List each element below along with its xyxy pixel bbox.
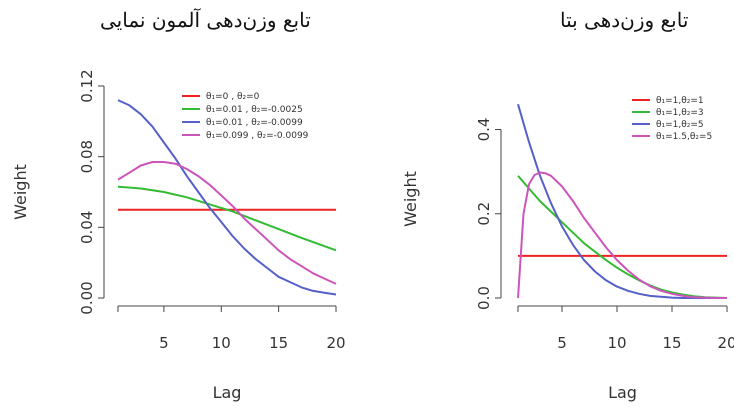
right-chart-title: تابع وزن‌دهی بتا [560, 8, 689, 32]
left-chart-title: تابع وزن‌دهی آلمون نمایی [100, 8, 311, 32]
x-tick-label: 10 [212, 334, 231, 352]
y-tick-label: 0.04 [78, 211, 96, 244]
series-line-4 [117, 161, 337, 285]
y-tick-label: 0.00 [78, 281, 96, 314]
legend-entry: θ₁=1,θ₂=1 [656, 96, 704, 106]
chart-2: 0.00.20.45 10 15 20LagWeightθ₁=1,θ₂=1θ₁=1,θ… [401, 96, 734, 402]
x-tick-label: 15 [662, 334, 681, 352]
legend-entry: θ₁=1,θ₂=5 [656, 120, 704, 130]
x-tick-label: 5 [557, 334, 567, 352]
y-tick-label: 0.4 [475, 118, 493, 142]
x-axis-label: Lag [213, 383, 242, 402]
legend: θ₁=1,θ₂=1 θ₁=1,θ₂=3 θ₁=1,θ₂=5 θ₁=1.5,θ₂=5 [632, 96, 712, 142]
y-axis-label: Weight [11, 164, 30, 220]
x-tick-label: 10 [607, 334, 626, 352]
series-line-2 [517, 175, 728, 299]
legend-entry: θ₁=1.5,θ₂=5 [656, 132, 712, 142]
series-line-3 [117, 99, 337, 296]
y-tick-label: 0.2 [475, 202, 493, 226]
x-axis-label: Lag [608, 383, 637, 402]
chart-1: 0.00 0.04 0.08 0.12 5 10 15 20 Lag Weight θ₁=0 , θ… [11, 69, 346, 402]
legend-entry: θ₁=1,θ₂=3 [656, 108, 704, 118]
y-tick-label: 0.08 [78, 140, 96, 173]
y-tick-label: 0.0 [475, 286, 493, 310]
series-line-2 [117, 185, 337, 252]
legend-entry: θ₁=0.099 , θ₂=-0.0099 [206, 131, 309, 141]
x-tick-label: 20 [717, 334, 734, 352]
legend-entry: θ₁=0.01 , θ₂=-0.0099 [206, 118, 303, 128]
series-line-3 [517, 103, 727, 299]
x-tick-label: 15 [269, 334, 288, 352]
legend-entry: θ₁=0.01 , θ₂=-0.0025 [206, 105, 303, 115]
series-line-4 [517, 171, 727, 299]
y-tick-label: 0.12 [78, 69, 96, 102]
x-tick-label: 20 [326, 334, 345, 352]
legend: θ₁=0 , θ₂=0 θ₁=0.01 , θ₂=-0.0025 θ₁=0.01 ,… [182, 92, 309, 141]
legend-entry: θ₁=0 , θ₂=0 [206, 92, 260, 102]
x-tick-label: 5 [159, 334, 169, 352]
y-axis-label: Weight [401, 171, 420, 227]
